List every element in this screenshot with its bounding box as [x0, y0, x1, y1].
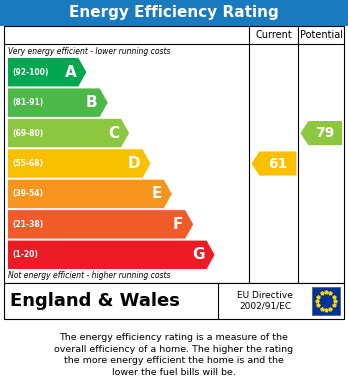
Text: Energy Efficiency Rating: Energy Efficiency Rating: [69, 5, 279, 20]
Text: Potential: Potential: [300, 30, 343, 40]
Text: F: F: [173, 217, 183, 232]
Text: England & Wales: England & Wales: [10, 292, 180, 310]
Text: 79: 79: [316, 126, 335, 140]
Text: (39-54): (39-54): [12, 189, 43, 198]
Text: The energy efficiency rating is a measure of the
overall efficiency of a home. T: The energy efficiency rating is a measur…: [54, 333, 294, 377]
Text: EU Directive
2002/91/EC: EU Directive 2002/91/EC: [237, 291, 293, 311]
Text: B: B: [86, 95, 98, 110]
Polygon shape: [252, 151, 296, 176]
Polygon shape: [8, 180, 172, 208]
Text: G: G: [192, 247, 205, 262]
Text: D: D: [128, 156, 141, 171]
Text: (69-80): (69-80): [12, 129, 43, 138]
Text: 61: 61: [268, 156, 288, 170]
Text: (81-91): (81-91): [12, 98, 43, 107]
Polygon shape: [8, 119, 129, 147]
Polygon shape: [8, 149, 150, 178]
Text: (92-100): (92-100): [12, 68, 48, 77]
Polygon shape: [8, 240, 215, 269]
Text: (55-68): (55-68): [12, 159, 43, 168]
Polygon shape: [8, 210, 193, 239]
Text: Current: Current: [255, 30, 292, 40]
Polygon shape: [8, 88, 108, 117]
Text: C: C: [108, 126, 119, 141]
Text: E: E: [151, 187, 162, 201]
Text: A: A: [65, 65, 76, 80]
Bar: [4, 283, 344, 319]
Bar: [4, 26, 344, 283]
Polygon shape: [300, 121, 342, 145]
Text: (21-38): (21-38): [12, 220, 43, 229]
Text: (1-20): (1-20): [12, 250, 38, 259]
Bar: [0, 0, 348, 26]
Text: Very energy efficient - lower running costs: Very energy efficient - lower running co…: [8, 47, 171, 56]
Polygon shape: [8, 58, 86, 86]
Bar: [312, 287, 340, 315]
Text: Not energy efficient - higher running costs: Not energy efficient - higher running co…: [8, 271, 171, 280]
